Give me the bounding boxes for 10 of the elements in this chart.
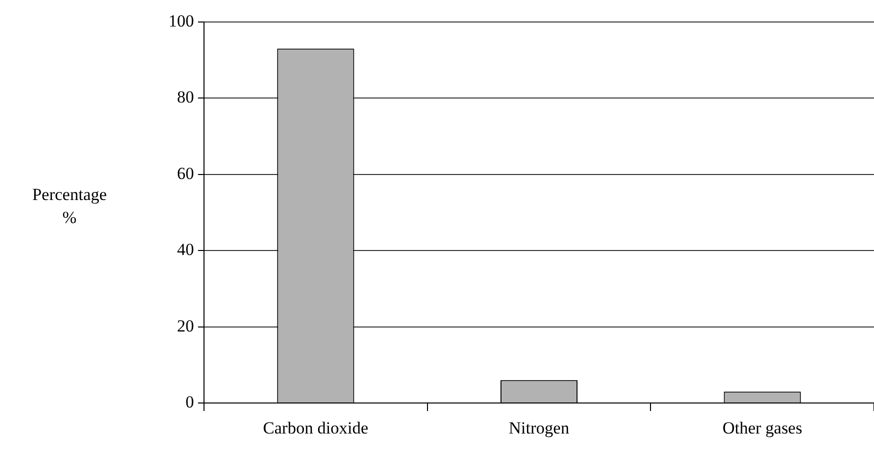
x-tick-label: Other gases (722, 418, 802, 438)
y-tick-label: 60 (177, 164, 194, 183)
y-tick-label: 40 (177, 240, 194, 260)
y-tick-label: 100 (168, 11, 194, 30)
y-tick-label: 80 (177, 88, 194, 107)
y-tick-label: 20 (177, 316, 194, 336)
x-tick-label: Nitrogen (508, 418, 570, 438)
y-axis-title: Percentage % (32, 184, 107, 229)
y-tick-label: 0 (186, 392, 194, 412)
x-tick-label: Carbon dioxide (263, 418, 368, 438)
